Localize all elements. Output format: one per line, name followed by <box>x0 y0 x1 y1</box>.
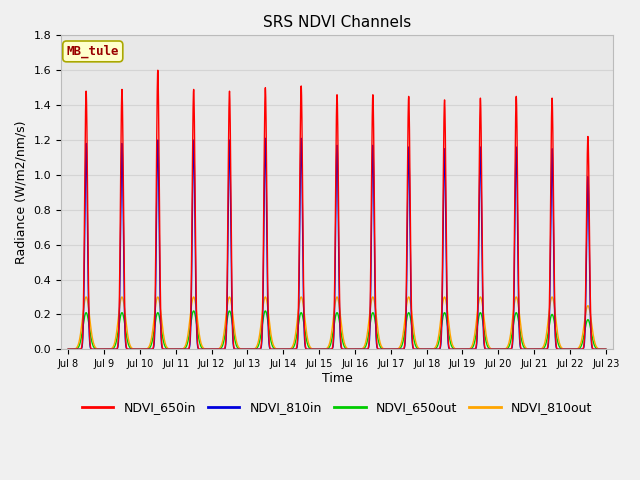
Line: NDVI_810out: NDVI_810out <box>68 297 606 349</box>
NDVI_810in <box>262 135 269 141</box>
NDVI_650out <box>65 347 72 352</box>
NDVI_650in <box>600 347 608 352</box>
Title: SRS NDVI Channels: SRS NDVI Channels <box>263 15 411 30</box>
NDVI_810in <box>266 345 273 350</box>
NDVI_810out <box>179 346 187 351</box>
Line: NDVI_650out: NDVI_650out <box>68 311 606 349</box>
Text: MB_tule: MB_tule <box>67 45 119 58</box>
NDVI_650out <box>412 341 419 347</box>
NDVI_810in <box>179 347 187 352</box>
NDVI_650in <box>488 347 495 352</box>
Line: NDVI_650in: NDVI_650in <box>68 70 606 349</box>
NDVI_650out <box>190 308 198 314</box>
NDVI_810out <box>412 336 419 342</box>
NDVI_650out <box>602 347 610 352</box>
NDVI_650in <box>602 347 610 352</box>
Y-axis label: Radiance (W/m2/nm/s): Radiance (W/m2/nm/s) <box>15 120 28 264</box>
NDVI_650in <box>412 347 419 352</box>
NDVI_650out <box>173 347 181 352</box>
NDVI_810out <box>83 294 90 300</box>
NDVI_650in <box>179 347 187 352</box>
NDVI_650out <box>266 330 273 336</box>
X-axis label: Time: Time <box>322 372 353 385</box>
NDVI_810out <box>600 347 608 352</box>
NDVI_650in <box>266 343 273 348</box>
NDVI_810in <box>602 347 610 352</box>
NDVI_650in <box>154 67 162 73</box>
NDVI_810in <box>412 347 419 352</box>
NDVI_650in <box>174 347 182 352</box>
NDVI_650in <box>65 347 72 352</box>
NDVI_810in <box>488 347 495 352</box>
NDVI_810out <box>266 320 273 326</box>
Legend: NDVI_650in, NDVI_810in, NDVI_650out, NDVI_810out: NDVI_650in, NDVI_810in, NDVI_650out, NDV… <box>77 396 597 420</box>
NDVI_810out <box>602 347 610 352</box>
NDVI_810out <box>65 347 72 352</box>
NDVI_810in <box>600 347 608 352</box>
NDVI_810in <box>65 347 72 352</box>
NDVI_810in <box>173 347 181 352</box>
NDVI_650out <box>600 347 608 352</box>
NDVI_810out <box>488 346 495 352</box>
NDVI_650out <box>179 346 187 352</box>
NDVI_650out <box>488 347 495 352</box>
NDVI_810out <box>174 347 182 352</box>
Line: NDVI_810in: NDVI_810in <box>68 138 606 349</box>
